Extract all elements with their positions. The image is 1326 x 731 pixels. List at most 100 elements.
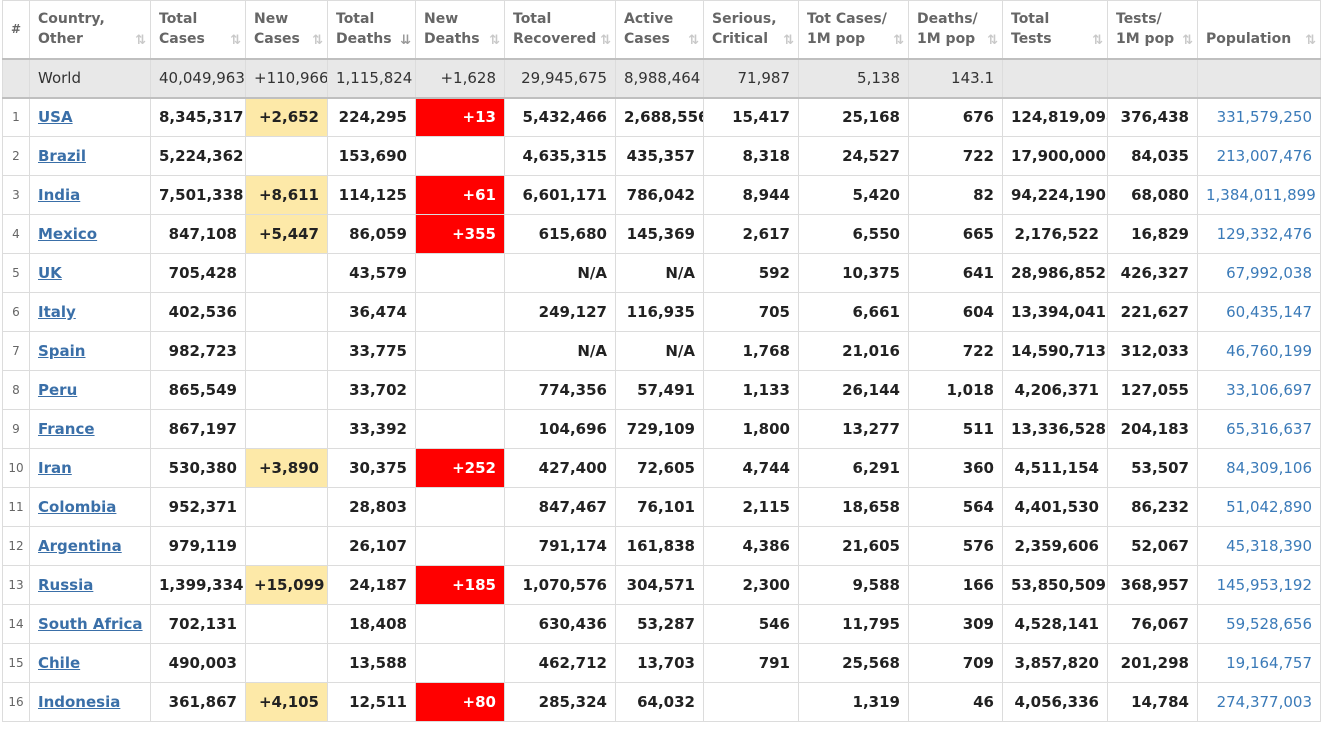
country-link[interactable]: Spain <box>38 342 86 360</box>
deaths-per-million-cell: 604 <box>908 292 1003 332</box>
header-country[interactable]: Country, Other ⇅ <box>29 0 151 59</box>
header-label-line2: 1M pop <box>917 31 976 48</box>
country-link[interactable]: USA <box>38 108 73 127</box>
country-name-cell: Spain <box>29 331 151 371</box>
population-link[interactable]: 45,318,390 <box>1226 537 1312 555</box>
table-row[interactable]: 7 Spain 982,723 33,775 N/A N/A 1,768 21,016 722 1… <box>2 331 1321 371</box>
sort-desc-icon[interactable]: ⇊ <box>400 32 411 48</box>
population-link[interactable]: 129,332,476 <box>1216 225 1312 243</box>
table-row[interactable]: 3 India 7,501,338 +8,611 114,125 +61 6,601,171… <box>2 175 1321 215</box>
country-link[interactable]: France <box>38 420 95 438</box>
serious-critical-cell: 592 <box>703 253 799 293</box>
population-link[interactable]: 59,528,656 <box>1226 615 1312 633</box>
header-total-cases[interactable]: Total Cases ⇅ <box>150 0 246 59</box>
population-link[interactable]: 46,760,199 <box>1226 342 1312 360</box>
header-population[interactable]: Population ⇅ <box>1197 0 1321 59</box>
country-link[interactable]: Peru <box>38 381 78 399</box>
header-new-cases[interactable]: New Cases ⇅ <box>245 0 328 59</box>
population-link[interactable]: 213,007,476 <box>1216 147 1312 165</box>
population-link[interactable]: 19,164,757 <box>1226 654 1312 672</box>
sort-icon[interactable]: ⇅ <box>230 32 241 48</box>
deaths-per-million-cell: 676 <box>908 97 1003 137</box>
total-tests-cell: 14,590,713 <box>1002 331 1108 371</box>
country-link[interactable]: Mexico <box>38 225 98 243</box>
sort-icon[interactable]: ⇅ <box>893 32 904 48</box>
header-label-line2: Critical <box>712 31 769 48</box>
sort-icon[interactable]: ⇅ <box>1305 32 1316 48</box>
table-row[interactable]: 16 Indonesia 361,867 +4,105 12,511 +80 285,324… <box>2 682 1321 722</box>
table-row[interactable]: 6 Italy 402,536 36,474 249,127 116,935 705 6,66… <box>2 292 1321 332</box>
header-tests-per-million[interactable]: Tests/ 1M pop ⇅ <box>1107 0 1198 59</box>
table-row[interactable]: 8 Peru 865,549 33,702 774,356 57,491 1,133 26,1… <box>2 370 1321 410</box>
header-serious-critical[interactable]: Serious, Critical ⇅ <box>703 0 799 59</box>
table-row[interactable]: 13 Russia 1,399,334 +15,099 24,187 +185 1,070,… <box>2 565 1321 605</box>
table-row[interactable]: 5 UK 705,428 43,579 N/A N/A 592 10,375 641 28,986… <box>2 253 1321 293</box>
table-row[interactable]: 9 France 867,197 33,392 104,696 729,109 1,800 1… <box>2 409 1321 449</box>
population-link[interactable]: 33,106,697 <box>1226 381 1312 399</box>
sort-icon[interactable]: ⇅ <box>688 32 699 48</box>
sort-icon[interactable]: ⇅ <box>600 32 611 48</box>
country-link[interactable]: UK <box>38 264 62 282</box>
table-row[interactable]: 1 USA 8,345,317 +2,652 224,295 +13 5,432,466 2,… <box>2 97 1321 137</box>
table-row[interactable]: 12 Argentina 979,119 26,107 791,174 161,838 4,… <box>2 526 1321 566</box>
world-new-cases: +110,966 <box>245 57 328 99</box>
new-deaths-cell: +13 <box>415 97 505 137</box>
population-link[interactable]: 65,316,637 <box>1226 420 1312 438</box>
sort-icon[interactable]: ⇅ <box>1182 32 1193 48</box>
serious-critical-cell: 546 <box>703 604 799 644</box>
sort-icon[interactable]: ⇅ <box>312 32 323 48</box>
country-link[interactable]: Colombia <box>38 498 117 516</box>
country-name-cell: Brazil <box>29 136 151 176</box>
sort-icon[interactable]: ⇅ <box>987 32 998 48</box>
country-link[interactable]: Chile <box>38 654 81 672</box>
sort-icon[interactable]: ⇅ <box>489 32 500 48</box>
cases-per-million-cell: 6,661 <box>798 292 909 332</box>
sort-icon[interactable]: ⇅ <box>135 32 146 48</box>
header-total-deaths[interactable]: Total Deaths ⇊ <box>327 0 416 59</box>
country-link[interactable]: Indonesia <box>38 693 121 711</box>
table-row[interactable]: 4 Mexico 847,108 +5,447 86,059 +355 615,680 145… <box>2 214 1321 254</box>
population-link[interactable]: 60,435,147 <box>1226 303 1312 321</box>
table-row[interactable]: 10 Iran 530,380 +3,890 30,375 +252 427,400 72,6… <box>2 448 1321 488</box>
country-link[interactable]: Russia <box>38 576 94 594</box>
population-cell: 67,992,038 <box>1197 253 1321 293</box>
sort-icon[interactable]: ⇅ <box>1092 32 1103 48</box>
population-link[interactable]: 51,042,890 <box>1226 498 1312 516</box>
header-label-line2: Tests <box>1011 31 1052 48</box>
table-row[interactable]: 14 South Africa 702,131 18,408 630,436 53,287… <box>2 604 1321 644</box>
cases-per-million-cell: 25,568 <box>798 643 909 683</box>
world-tests-per-million <box>1107 57 1198 99</box>
country-link[interactable]: Argentina <box>38 537 122 555</box>
country-link[interactable]: Iran <box>38 459 72 477</box>
population-link[interactable]: 145,953,192 <box>1216 576 1312 594</box>
total-deaths-cell: 43,579 <box>327 253 416 293</box>
country-link[interactable]: Brazil <box>38 147 86 165</box>
total-cases-cell: 8,345,317 <box>150 97 246 137</box>
new-deaths-cell: +185 <box>415 565 505 605</box>
table-row[interactable]: 15 Chile 490,003 13,588 462,712 13,703 791 25,5… <box>2 643 1321 683</box>
total-deaths-cell: 33,702 <box>327 370 416 410</box>
table-row[interactable]: 11 Colombia 952,371 28,803 847,467 76,101 2,11… <box>2 487 1321 527</box>
active-cases-cell: N/A <box>615 253 704 293</box>
header-total-tests[interactable]: Total Tests ⇅ <box>1002 0 1108 59</box>
active-cases-cell: 72,605 <box>615 448 704 488</box>
new-deaths-cell <box>415 487 505 527</box>
header-new-deaths[interactable]: New Deaths ⇅ <box>415 0 505 59</box>
population-link[interactable]: 274,377,003 <box>1216 693 1312 711</box>
header-cases-per-million[interactable]: Tot Cases/ 1M pop ⇅ <box>798 0 909 59</box>
sort-icon[interactable]: ⇅ <box>783 32 794 48</box>
population-link[interactable]: 84,309,106 <box>1226 459 1312 477</box>
serious-critical-cell: 15,417 <box>703 97 799 137</box>
population-link[interactable]: 331,579,250 <box>1216 108 1312 127</box>
table-row[interactable]: 2 Brazil 5,224,362 153,690 4,635,315 435,357 8… <box>2 136 1321 176</box>
country-link[interactable]: South Africa <box>38 615 143 633</box>
header-active-cases[interactable]: Active Cases ⇅ <box>615 0 704 59</box>
total-cases-cell: 702,131 <box>150 604 246 644</box>
country-link[interactable]: Italy <box>38 303 76 321</box>
population-link[interactable]: 67,992,038 <box>1226 264 1312 282</box>
header-index[interactable]: # <box>2 0 30 59</box>
header-deaths-per-million[interactable]: Deaths/ 1M pop ⇅ <box>908 0 1003 59</box>
population-link[interactable]: 1,384,011,899 <box>1206 186 1316 204</box>
header-total-recovered[interactable]: Total Recovered ⇅ <box>504 0 616 59</box>
country-link[interactable]: India <box>38 186 81 204</box>
